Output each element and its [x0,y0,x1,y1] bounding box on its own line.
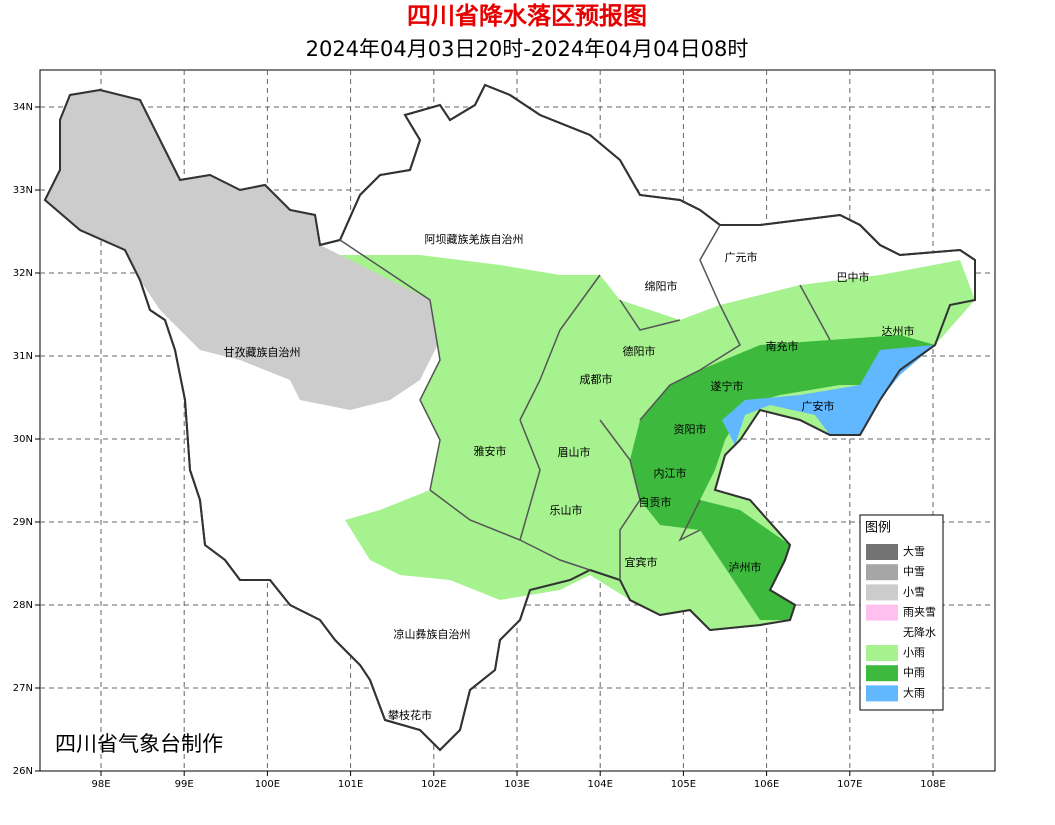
lat-tick-label: 34N [13,102,33,113]
lon-tick-label: 107E [837,779,862,790]
place-label: 广安市 [802,399,835,413]
subtitle: 2024年04月03日20时-2024年04月04日08时 [306,37,749,61]
heavy-rain-area [722,345,935,445]
place-label: 雅安市 [474,444,507,458]
place-label: 阿坝藏族羌族自治州 [425,232,524,246]
legend-swatch [866,584,898,601]
city-borders [339,224,831,580]
place-label: 广元市 [725,250,758,264]
place-label: 凉山彝族自治州 [394,627,471,641]
legend-label: 无降水 [903,625,936,639]
place-label: 眉山市 [558,445,591,459]
place-label: 绵阳市 [645,279,678,293]
legend-label: 雨夹雪 [903,606,936,619]
place-label: 泸州市 [729,560,762,574]
lon-tick-label: 103E [504,779,529,790]
legend-swatch [866,685,898,702]
legend-swatch [866,544,898,560]
lat-tick-label: 33N [13,185,33,196]
title: 四川省降水落区预报图 [407,2,647,30]
legend-swatch [866,624,898,641]
place-label: 乐山市 [550,503,583,517]
credit: 四川省气象台制作 [55,732,223,756]
legend-label: 小雪 [903,585,925,598]
legend-swatch [866,645,898,661]
legend-swatch [866,604,898,621]
lon-tick-label: 106E [754,779,779,790]
place-label: 遂宁市 [711,379,744,393]
lat-tick-label: 32N [13,268,33,279]
place-label: 达州市 [882,324,915,338]
lat-tick-label: 29N [13,517,33,528]
lat-tick-label: 26N [13,766,33,777]
place-label: 宜宾市 [625,555,658,569]
lon-tick-label: 108E [920,779,945,790]
place-label: 内江市 [654,466,687,480]
place-label: 自贡市 [639,495,672,509]
lon-tick-label: 98E [91,779,110,790]
lat-tick-label: 27N [13,683,33,694]
snow-area [45,90,440,410]
legend-label: 中雪 [903,565,925,578]
place-label: 资阳市 [674,422,707,436]
legend-label: 大雨 [903,685,925,699]
province-border [43,83,976,752]
place-label: 成都市 [580,372,613,386]
lon-tick-label: 104E [587,779,612,790]
lon-tick-label: 101E [338,779,363,790]
legend-swatch [866,665,898,682]
place-label: 南充市 [766,339,799,353]
legend-label: 中雨 [903,666,925,679]
place-label: 巴中市 [837,270,870,284]
lat-tick-label: 30N [13,434,33,445]
lon-tick-label: 102E [421,779,446,790]
moderate-rain-area [630,335,935,620]
lon-tick-label: 100E [255,779,280,790]
place-label: 攀枝花市 [388,708,432,722]
lon-tick-label: 105E [671,779,696,790]
legend-title: 图例 [865,521,891,536]
legend-label: 大雪 [903,544,925,558]
lat-tick-label: 28N [13,600,33,611]
lon-tick-label: 99E [175,779,194,790]
lat-tick-label: 31N [13,351,33,362]
place-label: 甘孜藏族自治州 [224,345,301,359]
legend-swatch [866,564,898,581]
legend-label: 小雨 [903,646,925,659]
place-label: 德阳市 [623,344,656,358]
